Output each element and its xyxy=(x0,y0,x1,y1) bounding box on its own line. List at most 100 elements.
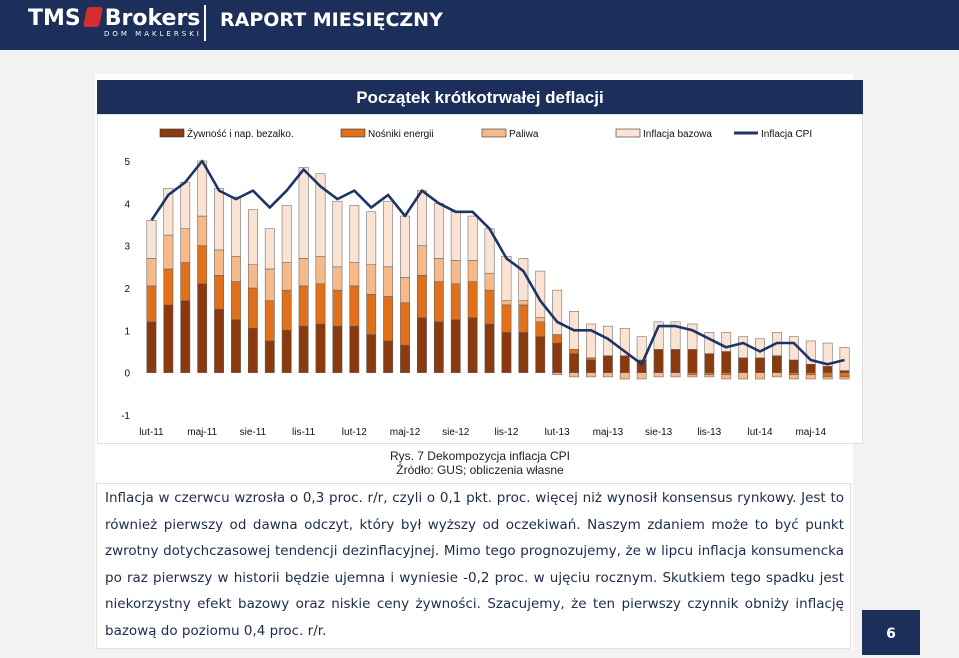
legend-label: Nośniki energii xyxy=(368,129,434,140)
bar-segment xyxy=(349,325,360,373)
x-tick-label: maj-11 xyxy=(187,427,217,438)
y-tick-label: 0 xyxy=(124,369,130,380)
y-tick-label: 2 xyxy=(124,284,130,295)
y-tick-label: 5 xyxy=(124,157,130,168)
bar-segment xyxy=(366,264,377,295)
bar-segment xyxy=(839,376,850,380)
cpi-decomposition-chart: Żywność i nap. bezalko. Nośniki energii Pa… xyxy=(121,127,850,438)
bar-segment xyxy=(264,268,275,301)
x-tick-label: lut-11 xyxy=(139,427,164,438)
x-tick-label: maj-12 xyxy=(390,427,421,438)
page-number: 6 xyxy=(862,610,920,655)
bar-segment xyxy=(197,245,208,285)
bar-segment xyxy=(163,268,174,306)
brand-logo: TMS Brokers xyxy=(28,6,200,31)
bar-segment xyxy=(231,281,241,320)
bar-segment xyxy=(315,283,326,325)
bar-segment xyxy=(670,372,681,378)
x-tick-label: sie-12 xyxy=(442,427,470,438)
bar-segment xyxy=(721,332,732,352)
bar-segment xyxy=(805,372,816,376)
bar-segment xyxy=(450,260,461,285)
bar-segment xyxy=(231,196,241,257)
y-tick-label: 3 xyxy=(124,242,130,253)
caption-source: Źródło: GUS; obliczenia własne xyxy=(396,463,564,477)
bar-segment xyxy=(366,211,377,265)
bar-segment xyxy=(704,374,715,378)
bar-segment xyxy=(315,173,326,257)
bar-segment xyxy=(501,332,512,373)
bar-segment xyxy=(146,258,157,287)
y-tick-label: 1 xyxy=(124,326,130,337)
bar-segment xyxy=(518,304,529,333)
legend-swatch xyxy=(615,128,641,138)
bar-segment xyxy=(231,256,241,282)
bar-segment xyxy=(687,323,698,350)
bar-segment xyxy=(822,372,833,378)
legend-swatch xyxy=(340,128,366,138)
bar-segment xyxy=(586,359,596,373)
bar-segment xyxy=(163,188,174,236)
brand-logo-tms: TMS xyxy=(28,6,81,31)
bar-segment xyxy=(315,323,326,373)
bar-segment xyxy=(433,258,444,282)
bar-segment xyxy=(180,300,191,373)
bar-segment xyxy=(839,372,850,378)
bar-segment xyxy=(281,330,292,373)
bar-segment xyxy=(417,245,427,276)
bar-segment xyxy=(163,234,174,270)
legend-label: Żywność i nap. bezalko. xyxy=(187,127,294,140)
bar-segment xyxy=(467,317,478,373)
bar-segment xyxy=(569,353,579,373)
x-tick-label: maj-13 xyxy=(593,427,624,438)
bar-segment xyxy=(755,357,765,373)
header-divider xyxy=(204,5,206,41)
bar-segment xyxy=(281,289,292,331)
bar-segment xyxy=(518,258,529,301)
bar-segment xyxy=(822,376,833,380)
bar-segment xyxy=(298,285,309,327)
bar-segment xyxy=(602,355,613,373)
header-bar: TMS Brokers DOM MAKLERSKI RAPORT MIESIĘCZ… xyxy=(0,0,959,50)
bar-segment xyxy=(214,308,224,373)
bar-segment xyxy=(400,277,410,304)
bar-segment xyxy=(704,332,715,354)
commentary-box xyxy=(96,483,851,649)
bar-segment xyxy=(788,372,799,376)
bar-segment xyxy=(214,188,224,251)
bar-segment xyxy=(400,215,410,278)
bar-segment xyxy=(247,209,258,265)
bar-segment xyxy=(484,272,495,291)
bar-segment xyxy=(755,338,765,359)
bar-segment xyxy=(535,336,546,373)
bar-segment xyxy=(552,372,563,376)
bar-segment xyxy=(264,228,275,270)
bar-segment xyxy=(467,260,478,282)
y-tick-label: -1 xyxy=(121,411,130,422)
bar-segment xyxy=(433,321,444,373)
bar-segment xyxy=(518,300,529,306)
x-tick-label: sie-11 xyxy=(240,427,267,438)
bar-segment xyxy=(417,190,427,246)
bar-segment xyxy=(197,215,208,246)
bar-segment xyxy=(450,283,461,320)
bar-segment xyxy=(738,372,749,380)
bar-segment xyxy=(180,262,191,301)
bar-segment xyxy=(146,220,157,259)
bar-segment xyxy=(822,342,833,367)
bar-segment xyxy=(755,372,765,380)
bar-segment xyxy=(586,357,596,361)
bar-segment xyxy=(180,228,191,263)
bar-segment xyxy=(805,374,816,380)
legend-swatch xyxy=(481,128,507,138)
bar-segment xyxy=(467,215,478,261)
bar-segment xyxy=(400,344,410,373)
bar-segment xyxy=(417,317,427,373)
bar-segment xyxy=(214,275,224,310)
bar-segment xyxy=(315,256,326,285)
bar-segment xyxy=(788,374,799,380)
bar-segment xyxy=(332,289,343,327)
bar-segment xyxy=(687,372,698,376)
bar-segment xyxy=(484,323,495,373)
bar-segment xyxy=(450,211,461,261)
